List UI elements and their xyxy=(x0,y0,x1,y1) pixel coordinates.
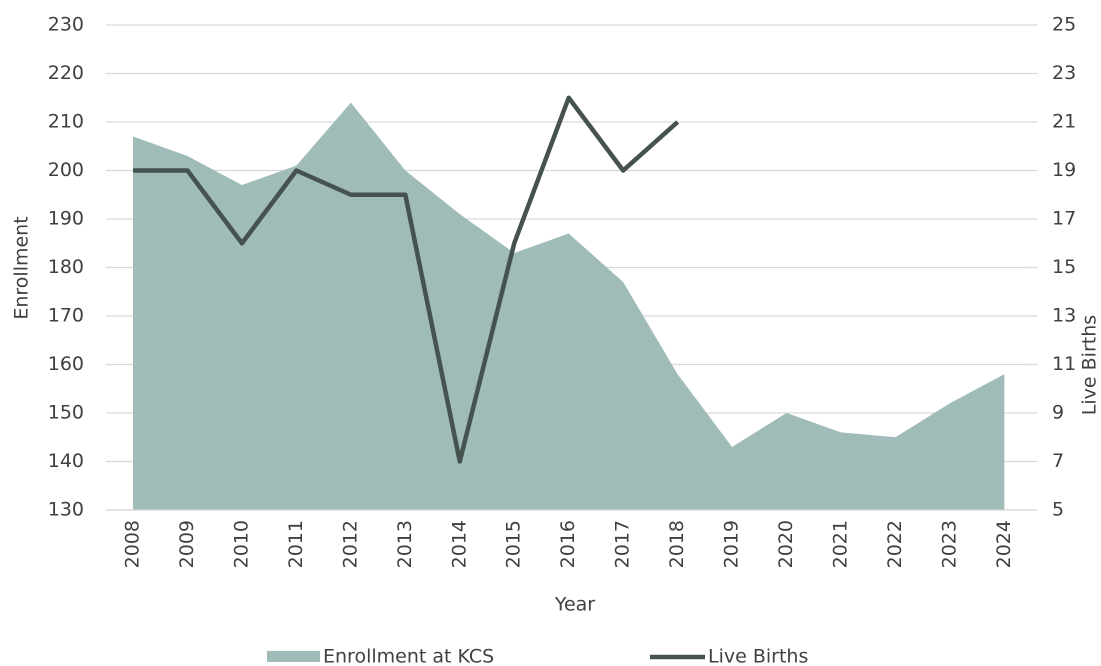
legend-label: Live Births xyxy=(708,646,808,666)
y-tick-label: 230 xyxy=(48,14,84,36)
y2-tick-label: 17 xyxy=(1052,208,1076,230)
legend-label: Enrollment at KCS xyxy=(323,646,494,666)
x-tick-label: 2021 xyxy=(829,520,851,568)
x-tick-label: 2017 xyxy=(612,520,634,568)
x-tick-label: 2009 xyxy=(176,520,198,568)
y2-tick-label: 21 xyxy=(1052,111,1076,133)
y2-tick-label: 11 xyxy=(1052,353,1076,375)
x-tick-label: 2022 xyxy=(884,520,906,568)
x-tick-label: 2011 xyxy=(285,520,307,568)
y-tick-label: 170 xyxy=(48,305,84,327)
y2-tick-label: 19 xyxy=(1052,159,1076,181)
y-tick-label: 160 xyxy=(48,353,84,375)
y-tick-label: 180 xyxy=(48,256,84,278)
x-axis-label: Year xyxy=(554,594,595,616)
y-tick-label: 220 xyxy=(48,62,84,84)
x-tick-label: 2024 xyxy=(993,520,1015,568)
x-tick-label: 2015 xyxy=(503,520,525,568)
y-tick-label: 210 xyxy=(48,111,84,133)
y-tick-label: 200 xyxy=(48,159,84,181)
line xyxy=(133,95,680,464)
x-tick-label: 2019 xyxy=(721,520,743,568)
y2-tick-label: 7 xyxy=(1052,450,1064,472)
y2-tick-label: 25 xyxy=(1052,14,1076,36)
y2-tick-label: 5 xyxy=(1052,499,1064,521)
y2-tick-label: 9 xyxy=(1052,402,1064,424)
y-axis-label: Enrollment xyxy=(11,216,33,319)
legend-swatch xyxy=(267,651,320,662)
x-tick-label: 2013 xyxy=(394,520,416,568)
y-tick-label: 130 xyxy=(48,499,84,521)
x-tick-label: 2012 xyxy=(339,520,361,568)
area xyxy=(133,102,1005,510)
y-tick-label: 140 xyxy=(48,450,84,472)
x-tick-label: 2008 xyxy=(122,520,144,568)
y-tick-label: 150 xyxy=(48,402,84,424)
x-tick-label: 2016 xyxy=(557,520,579,568)
x-tick-label: 2020 xyxy=(775,520,797,568)
y2-tick-label: 13 xyxy=(1052,305,1076,327)
x-tick-label: 2014 xyxy=(448,520,470,568)
y-tick-label: 190 xyxy=(48,208,84,230)
y2-tick-label: 15 xyxy=(1052,256,1076,278)
y2-tick-label: 23 xyxy=(1052,62,1076,84)
x-tick-label: 2018 xyxy=(666,520,688,568)
y2-axis-label: Live Births xyxy=(1079,315,1101,415)
x-tick-label: 2010 xyxy=(230,520,252,568)
x-tick-label: 2023 xyxy=(938,520,960,568)
